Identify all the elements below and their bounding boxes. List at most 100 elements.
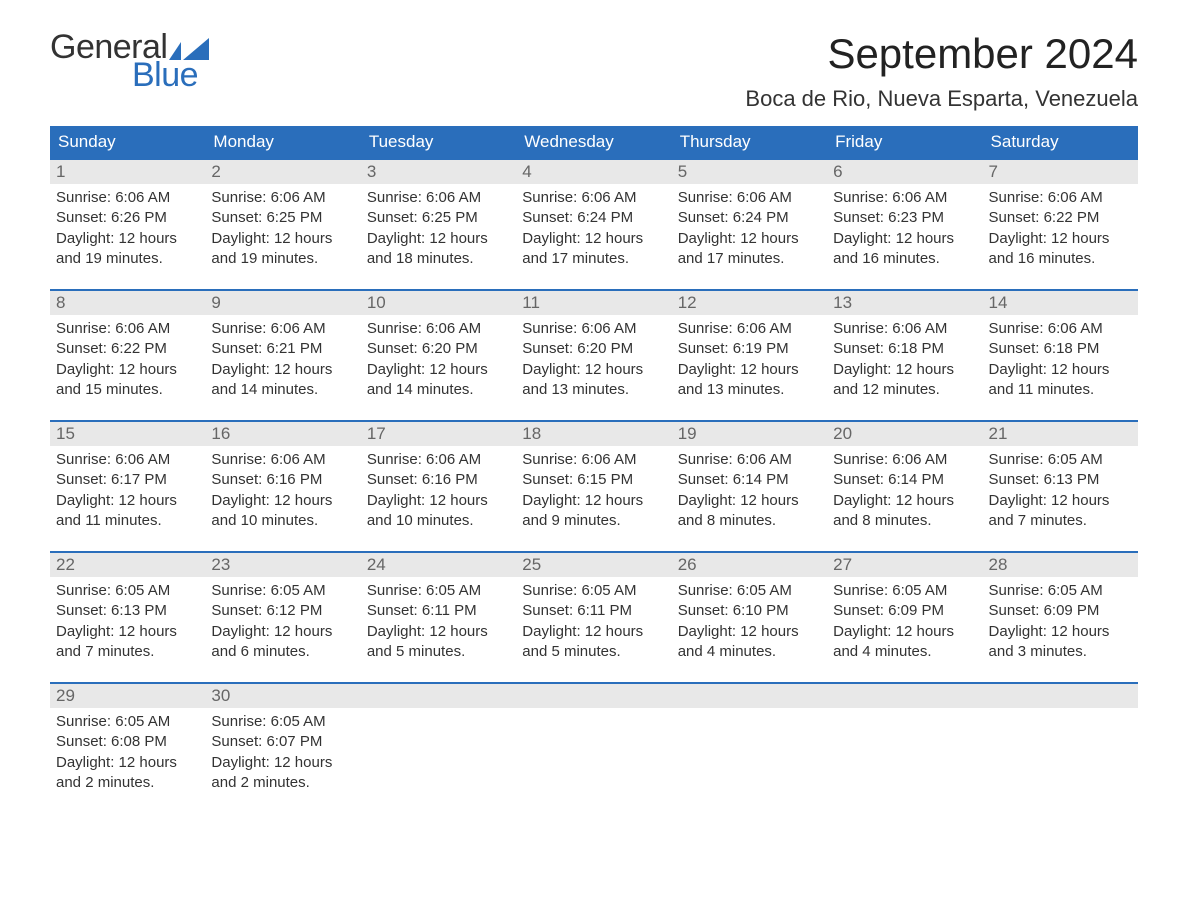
sunrise-line: Sunrise: 6:06 AM [367,450,510,470]
day-number: 9 [205,289,360,315]
day-number: 20 [827,420,982,446]
sunset-line: Sunset: 6:10 PM [678,601,821,621]
day-number: 14 [983,289,1138,315]
sunrise-line: Sunrise: 6:06 AM [367,319,510,339]
day-number: 23 [205,551,360,577]
day-info: Sunrise: 6:06 AMSunset: 6:21 PMDaylight:… [205,315,360,404]
daylight-line: Daylight: 12 hours and 7 minutes. [989,491,1132,532]
sunrise-line: Sunrise: 6:05 AM [56,712,199,732]
calendar: SundayMondayTuesdayWednesdayThursdayFrid… [50,126,1138,797]
daylight-line: Daylight: 12 hours and 13 minutes. [522,360,665,401]
day-number: 22 [50,551,205,577]
day-info: Sunrise: 6:05 AMSunset: 6:09 PMDaylight:… [827,577,982,666]
day-number: 19 [672,420,827,446]
daylight-line: Daylight: 12 hours and 5 minutes. [367,622,510,663]
day-cell: 5Sunrise: 6:06 AMSunset: 6:24 PMDaylight… [672,158,827,273]
day-info: Sunrise: 6:06 AMSunset: 6:16 PMDaylight:… [361,446,516,535]
daylight-line: Daylight: 12 hours and 12 minutes. [833,360,976,401]
day-info: Sunrise: 6:06 AMSunset: 6:25 PMDaylight:… [361,184,516,273]
day-info: Sunrise: 6:06 AMSunset: 6:26 PMDaylight:… [50,184,205,273]
day-info: Sunrise: 6:06 AMSunset: 6:23 PMDaylight:… [827,184,982,273]
daylight-line: Daylight: 12 hours and 19 minutes. [56,229,199,270]
sunrise-line: Sunrise: 6:06 AM [211,450,354,470]
day-number: 1 [50,158,205,184]
daylight-line: Daylight: 12 hours and 14 minutes. [211,360,354,401]
sunrise-line: Sunrise: 6:06 AM [833,188,976,208]
day-number: 30 [205,682,360,708]
daylight-line: Daylight: 12 hours and 16 minutes. [989,229,1132,270]
day-info: Sunrise: 6:05 AMSunset: 6:09 PMDaylight:… [983,577,1138,666]
day-cell: 28Sunrise: 6:05 AMSunset: 6:09 PMDayligh… [983,551,1138,666]
sunrise-line: Sunrise: 6:05 AM [367,581,510,601]
day-cell: 15Sunrise: 6:06 AMSunset: 6:17 PMDayligh… [50,420,205,535]
sunset-line: Sunset: 6:24 PM [678,208,821,228]
sunset-line: Sunset: 6:17 PM [56,470,199,490]
day-cell: 6Sunrise: 6:06 AMSunset: 6:23 PMDaylight… [827,158,982,273]
daylight-line: Daylight: 12 hours and 13 minutes. [678,360,821,401]
day-number: 29 [50,682,205,708]
daylight-line: Daylight: 12 hours and 8 minutes. [833,491,976,532]
sunrise-line: Sunrise: 6:05 AM [56,581,199,601]
day-number: . [672,682,827,708]
logo: General Blue [50,30,209,92]
week-row: 22Sunrise: 6:05 AMSunset: 6:13 PMDayligh… [50,551,1138,666]
day-cell: 13Sunrise: 6:06 AMSunset: 6:18 PMDayligh… [827,289,982,404]
day-cell: . [516,682,671,797]
sunset-line: Sunset: 6:08 PM [56,732,199,752]
day-number: 7 [983,158,1138,184]
day-cell: 7Sunrise: 6:06 AMSunset: 6:22 PMDaylight… [983,158,1138,273]
day-cell: 19Sunrise: 6:06 AMSunset: 6:14 PMDayligh… [672,420,827,535]
week-row: 1Sunrise: 6:06 AMSunset: 6:26 PMDaylight… [50,158,1138,273]
day-number: 21 [983,420,1138,446]
day-info: Sunrise: 6:05 AMSunset: 6:08 PMDaylight:… [50,708,205,797]
day-cell: 10Sunrise: 6:06 AMSunset: 6:20 PMDayligh… [361,289,516,404]
week-row: 15Sunrise: 6:06 AMSunset: 6:17 PMDayligh… [50,420,1138,535]
day-info: Sunrise: 6:05 AMSunset: 6:11 PMDaylight:… [361,577,516,666]
sunset-line: Sunset: 6:24 PM [522,208,665,228]
daylight-line: Daylight: 12 hours and 17 minutes. [522,229,665,270]
day-number: 28 [983,551,1138,577]
sunrise-line: Sunrise: 6:05 AM [211,581,354,601]
day-number: 27 [827,551,982,577]
month-title: September 2024 [745,30,1138,78]
day-number: 8 [50,289,205,315]
daylight-line: Daylight: 12 hours and 10 minutes. [211,491,354,532]
day-cell: 11Sunrise: 6:06 AMSunset: 6:20 PMDayligh… [516,289,671,404]
day-info: Sunrise: 6:05 AMSunset: 6:11 PMDaylight:… [516,577,671,666]
day-cell: 14Sunrise: 6:06 AMSunset: 6:18 PMDayligh… [983,289,1138,404]
sunset-line: Sunset: 6:20 PM [367,339,510,359]
sunset-line: Sunset: 6:12 PM [211,601,354,621]
sunrise-line: Sunrise: 6:06 AM [833,450,976,470]
sunset-line: Sunset: 6:14 PM [833,470,976,490]
daylight-line: Daylight: 12 hours and 14 minutes. [367,360,510,401]
sunrise-line: Sunrise: 6:06 AM [211,319,354,339]
day-number: . [827,682,982,708]
sunrise-line: Sunrise: 6:06 AM [56,188,199,208]
day-cell: 27Sunrise: 6:05 AMSunset: 6:09 PMDayligh… [827,551,982,666]
sunset-line: Sunset: 6:20 PM [522,339,665,359]
day-cell: . [827,682,982,797]
day-number: 3 [361,158,516,184]
sunrise-line: Sunrise: 6:05 AM [833,581,976,601]
sunset-line: Sunset: 6:11 PM [367,601,510,621]
sunrise-line: Sunrise: 6:06 AM [367,188,510,208]
day-info: Sunrise: 6:06 AMSunset: 6:24 PMDaylight:… [672,184,827,273]
location-text: Boca de Rio, Nueva Esparta, Venezuela [745,86,1138,112]
day-cell: 26Sunrise: 6:05 AMSunset: 6:10 PMDayligh… [672,551,827,666]
sunset-line: Sunset: 6:18 PM [833,339,976,359]
day-cell: . [361,682,516,797]
day-info: Sunrise: 6:06 AMSunset: 6:25 PMDaylight:… [205,184,360,273]
daylight-line: Daylight: 12 hours and 7 minutes. [56,622,199,663]
day-info: Sunrise: 6:05 AMSunset: 6:12 PMDaylight:… [205,577,360,666]
sunrise-line: Sunrise: 6:05 AM [989,581,1132,601]
day-cell: 24Sunrise: 6:05 AMSunset: 6:11 PMDayligh… [361,551,516,666]
day-number: 12 [672,289,827,315]
day-cell: 22Sunrise: 6:05 AMSunset: 6:13 PMDayligh… [50,551,205,666]
sunrise-line: Sunrise: 6:06 AM [989,188,1132,208]
sunset-line: Sunset: 6:19 PM [678,339,821,359]
daylight-line: Daylight: 12 hours and 19 minutes. [211,229,354,270]
sunrise-line: Sunrise: 6:05 AM [522,581,665,601]
day-cell: 23Sunrise: 6:05 AMSunset: 6:12 PMDayligh… [205,551,360,666]
day-number: 16 [205,420,360,446]
sunset-line: Sunset: 6:13 PM [989,470,1132,490]
